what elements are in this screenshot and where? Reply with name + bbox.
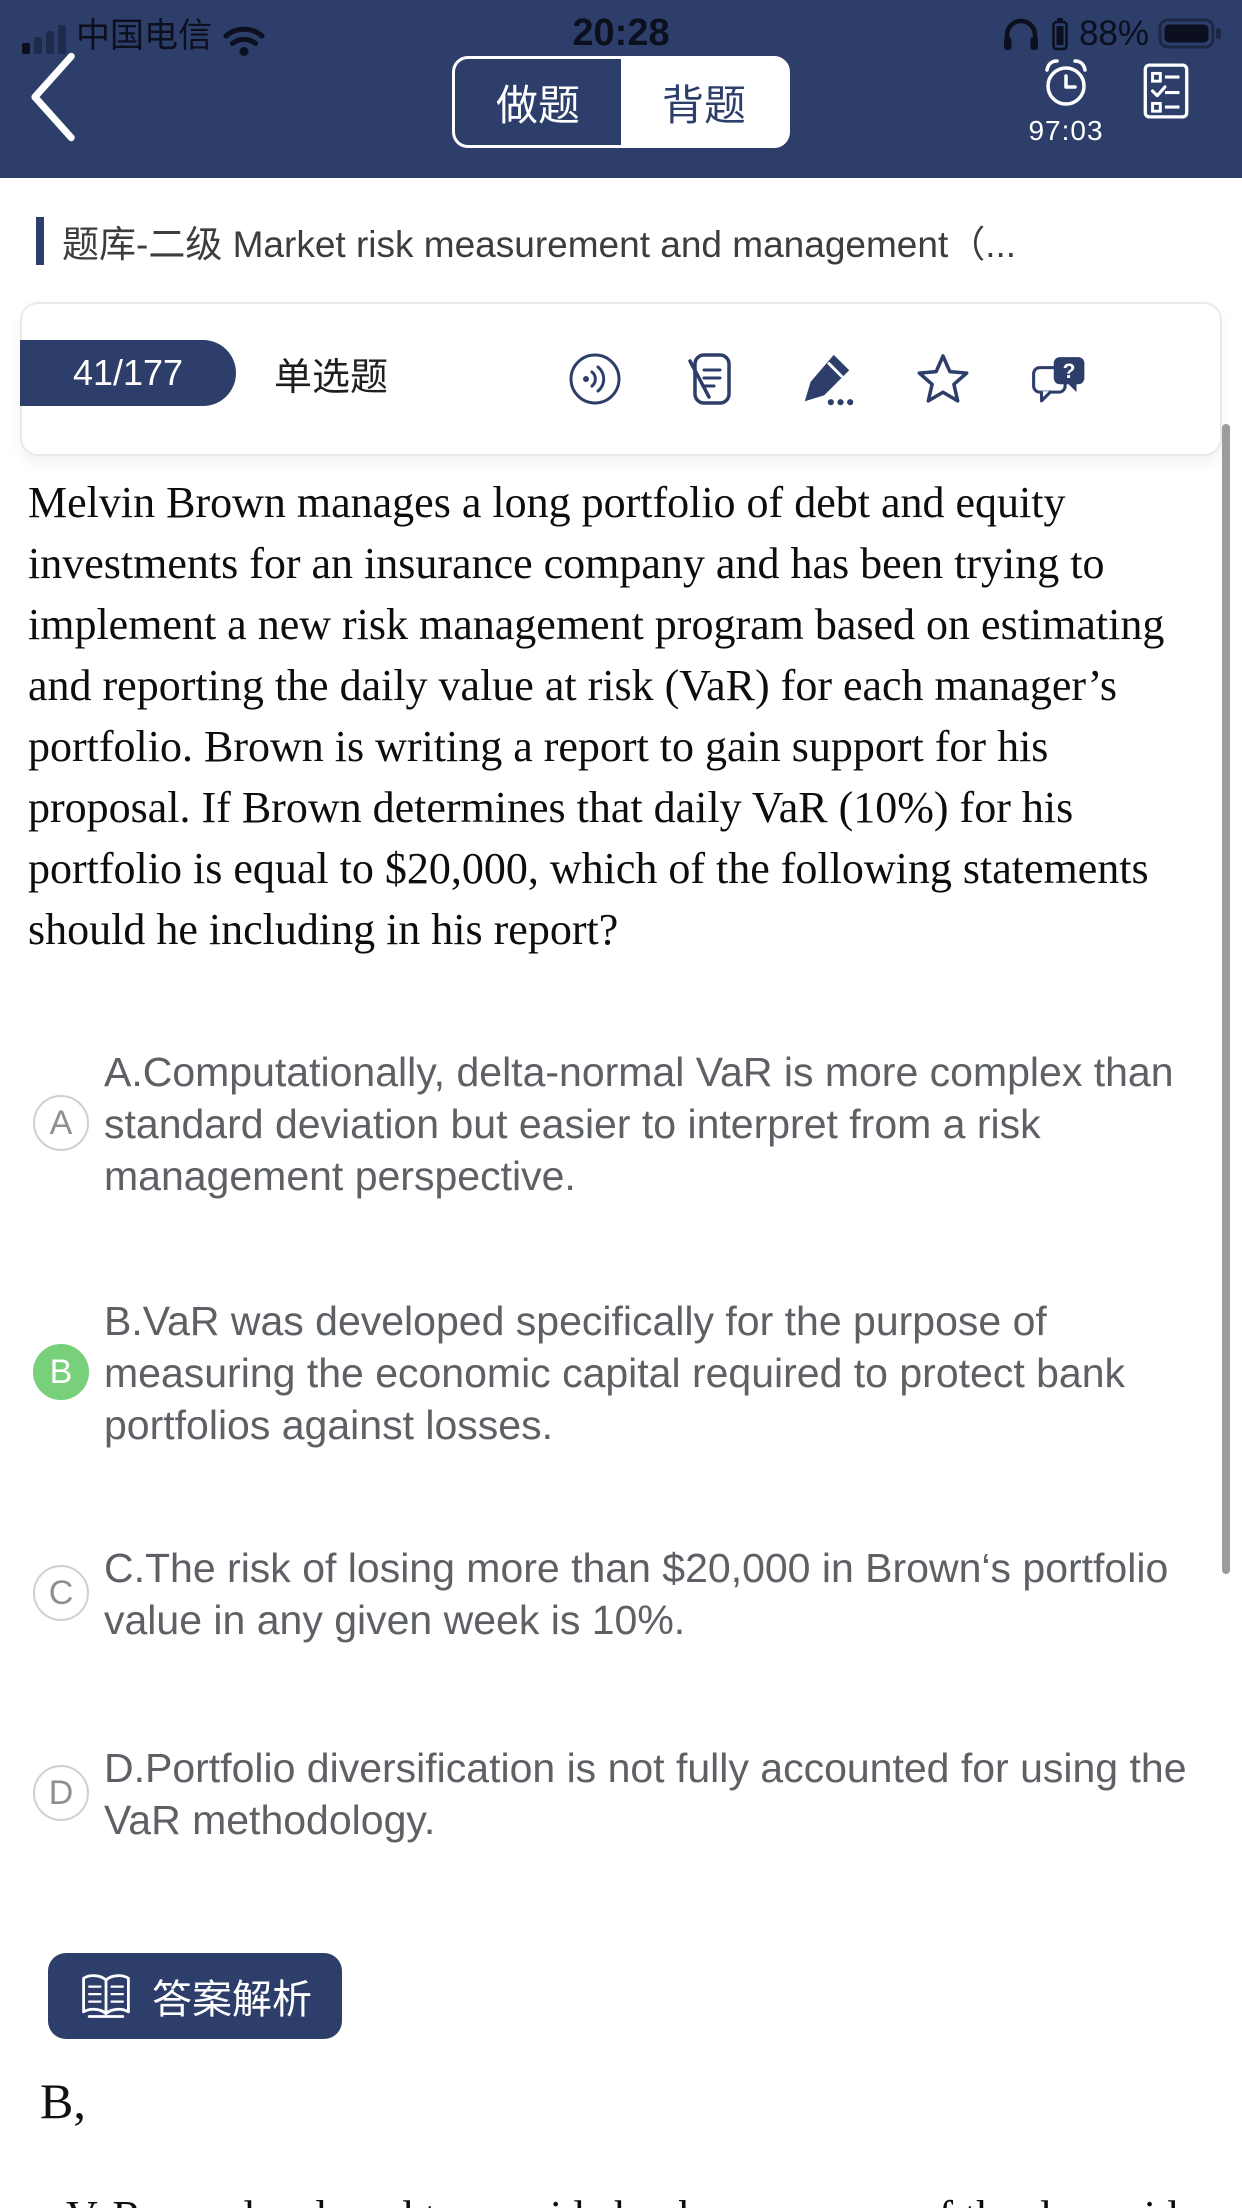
status-left: 中国电信 — [22, 14, 266, 58]
timer-button[interactable]: 97:03 — [1022, 58, 1110, 147]
carrier-label: 中国电信 — [76, 17, 212, 55]
question-bubble-icon: ? — [1032, 357, 1085, 403]
cell-signal-icon — [22, 22, 66, 58]
question-type-label: 单选题 — [274, 356, 389, 399]
wifi-icon — [223, 26, 265, 56]
mode-segmented-control: 做题 背题 — [452, 56, 790, 148]
ask-question-button[interactable]: ? — [1031, 349, 1087, 409]
timer-value: 97:03 — [1028, 115, 1104, 146]
option-a-radio[interactable]: A — [33, 1095, 89, 1151]
header: 中国电信 20:28 88% — [0, 0, 1242, 178]
audio-icon — [569, 353, 621, 405]
svg-text:?: ? — [1063, 360, 1076, 383]
question-toolbar-card: 41/177 单选题 — [20, 302, 1222, 456]
back-chevron-icon — [31, 52, 75, 142]
option-a-text: A.Computationally, delta-normal VaR is m… — [104, 1049, 1174, 1199]
breadcrumb: 题库-二级 Market risk measurement and manage… — [36, 214, 1216, 268]
option-c[interactable]: C C.The risk of losing more than $20,000… — [0, 1542, 1242, 1646]
favorite-button[interactable] — [915, 349, 971, 409]
star-icon — [917, 354, 969, 403]
headset-battery-icon — [1052, 18, 1068, 51]
option-b[interactable]: B B.VaR was developed specifically for t… — [0, 1295, 1242, 1451]
option-a[interactable]: A A.Computationally, delta-normal VaR is… — [0, 1046, 1242, 1202]
alarm-clock-icon — [1045, 59, 1087, 106]
option-d-text: D.Portfolio diversification is not fully… — [104, 1745, 1187, 1843]
title-accent-bar — [36, 217, 44, 265]
answer-analysis-button[interactable]: 答案解析 — [48, 1953, 342, 2039]
option-d[interactable]: D D.Portfolio diversification is not ful… — [0, 1742, 1242, 1846]
tab-memorize-questions[interactable]: 背题 — [621, 59, 787, 145]
answer-analysis-label: 答案解析 — [152, 1978, 312, 2022]
pencil-icon — [804, 354, 854, 406]
progress-badge: 41/177 — [20, 340, 236, 406]
back-button[interactable] — [26, 52, 78, 142]
explanation-preview: VaR was developed to provide banks a mea… — [66, 2186, 1216, 2208]
audio-play-button[interactable] — [567, 349, 623, 409]
headphones-icon — [1003, 18, 1038, 50]
page-title: 题库-二级 Market risk measurement and manage… — [62, 224, 1017, 265]
annotate-button[interactable] — [799, 349, 855, 409]
answer-sheet-icon — [1143, 63, 1189, 119]
clock-time: 20:28 — [572, 12, 670, 54]
question-stem: Melvin Brown manages a long portfolio of… — [28, 478, 1165, 954]
notes-icon — [688, 353, 731, 405]
option-b-radio[interactable]: B — [33, 1344, 89, 1400]
option-d-radio[interactable]: D — [33, 1765, 89, 1821]
battery-icon — [1158, 18, 1221, 49]
question-actions: ? — [567, 344, 1087, 414]
tab-do-questions[interactable]: 做题 — [455, 59, 621, 145]
option-b-text: B.VaR was developed specifically for the… — [104, 1298, 1126, 1448]
notes-button[interactable] — [683, 349, 739, 409]
scrollbar[interactable] — [1222, 424, 1230, 1574]
answer-sheet-button[interactable] — [1142, 62, 1190, 120]
option-c-radio[interactable]: C — [33, 1565, 89, 1621]
status-right: 88% — [1001, 14, 1224, 54]
correct-answer: B, — [40, 2073, 86, 2129]
option-c-text: C.The risk of losing more than $20,000 i… — [104, 1545, 1169, 1643]
open-book-icon — [82, 1974, 130, 2018]
battery-percent-label: 88% — [1078, 14, 1149, 53]
